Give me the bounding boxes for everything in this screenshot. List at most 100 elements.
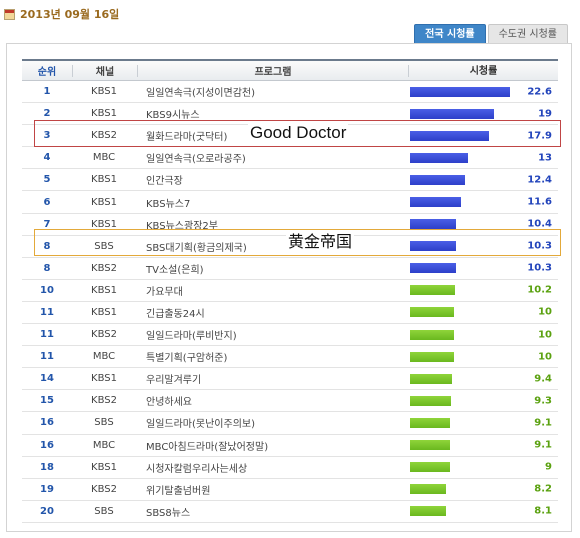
program-link[interactable]: 우리말겨루기	[146, 375, 202, 387]
rank-cell: 3	[43, 130, 51, 142]
golden-empire-annotation: 黄金帝国	[286, 231, 355, 253]
rating-value: 9.1	[534, 417, 552, 429]
rating-bar	[410, 219, 457, 230]
program-link[interactable]: SBS8뉴스	[146, 507, 191, 519]
rank-cell: 11	[40, 329, 54, 341]
program-link[interactable]: MBC아침드라마(잘났어정말)	[146, 441, 269, 453]
column-divider	[408, 64, 409, 77]
program-link[interactable]: 일일드라마(루비반지)	[146, 331, 237, 343]
table-row: 4 MBC 일일연속극(오로라공주) 13	[22, 147, 558, 170]
program-link[interactable]: 가요무대	[146, 286, 183, 298]
good-doctor-annotation: Good Doctor	[248, 122, 349, 144]
rating-value: 10	[538, 329, 552, 341]
rating-value: 10.3	[527, 262, 552, 274]
rating-value: 13	[538, 152, 552, 164]
program-link[interactable]: KBS뉴스광장2부	[146, 220, 218, 232]
rating-value: 9.3	[534, 395, 552, 407]
rating-cell: 10.4	[406, 214, 558, 235]
rating-cell: 22.6	[406, 81, 558, 102]
rating-value: 10.3	[527, 240, 552, 252]
program-link[interactable]: 특별기획(구암허준)	[146, 353, 228, 365]
tab-national-rating[interactable]: 전국 시청률	[414, 24, 486, 44]
channel-cell: KBS1	[91, 196, 117, 208]
table-row: 5 KBS1 인간극장 12.4	[22, 169, 558, 192]
program-link[interactable]: SBS대기획(황금의제국)	[146, 242, 247, 254]
table-row: 18 KBS1 시청자칼럼우리사는세상 9	[22, 457, 558, 479]
rank-cell: 20	[40, 505, 54, 517]
rank-cell: 5	[43, 174, 51, 186]
rating-bar	[410, 395, 452, 406]
table-row: 11 KBS2 일일드라마(루비반지) 10	[22, 324, 558, 347]
table-row: 10 KBS1 가요무대 10.2	[22, 280, 558, 302]
table-row: 15 KBS2 안녕하세요 9.3	[22, 390, 558, 413]
rank-cell: 16	[40, 439, 54, 451]
rating-value: 10.2	[527, 284, 552, 296]
table-row: 20 SBS SBS8뉴스 8.1	[22, 501, 558, 523]
program-link[interactable]: TV소설(은희)	[146, 264, 204, 276]
rank-cell: 16	[40, 417, 54, 429]
rank-cell: 1	[43, 86, 51, 98]
rating-cell: 10	[406, 302, 558, 323]
channel-cell: KBS1	[91, 373, 117, 385]
rating-cell: 8.2	[406, 479, 558, 500]
tab-capital-area-rating[interactable]: 수도권 시청률	[487, 24, 568, 44]
rank-cell: 8	[43, 262, 51, 274]
channel-cell: KBS2	[91, 395, 117, 407]
program-link[interactable]: KBS뉴스7	[146, 198, 191, 210]
channel-cell: MBC	[92, 439, 116, 451]
rating-cell: 9.1	[406, 412, 558, 433]
column-divider	[72, 64, 73, 77]
program-link[interactable]: 일일연속극(오로라공주)	[146, 154, 246, 166]
rating-value: 10	[538, 306, 552, 318]
program-link[interactable]: 일일드라마(못난이주의보)	[146, 419, 256, 431]
channel-cell: KBS1	[91, 108, 117, 120]
program-link[interactable]: 안녕하세요	[146, 397, 192, 409]
program-link[interactable]: 일일연속극(지성이면감천)	[146, 88, 256, 100]
date-header: 2013년 09월 16일	[4, 6, 119, 22]
table-row: 8 SBS SBS대기획(황금의제국) 10.3	[22, 236, 558, 258]
channel-cell: KBS1	[91, 174, 117, 186]
channel-cell: KBS2	[91, 483, 117, 495]
table-row: 11 MBC 특별기획(구암허준) 10	[22, 346, 558, 369]
rating-value: 10	[538, 351, 552, 363]
table-row: 16 MBC MBC아침드라마(잘났어정말) 9.1	[22, 435, 558, 457]
rating-cell: 9.3	[406, 390, 558, 411]
table-row: 19 KBS2 위기탈출넘버원 8.2	[22, 479, 558, 501]
rating-bar	[410, 263, 456, 274]
table-row: 11 KBS1 긴급출동24시 10	[22, 302, 558, 325]
rating-value: 12.4	[527, 174, 552, 186]
rating-value: 19	[538, 108, 552, 120]
rating-bar	[410, 86, 510, 97]
program-link[interactable]: 위기탈출넘버원	[146, 485, 211, 497]
rating-cell: 13	[406, 147, 558, 168]
table-row: 1 KBS1 일일연속극(지성이면감천) 22.6	[22, 81, 558, 104]
rating-bar	[410, 152, 468, 163]
rating-cell: 17.9	[406, 125, 558, 146]
program-link[interactable]: 인간극장	[146, 176, 183, 188]
program-link[interactable]: 시청자칼럼우리사는세상	[146, 463, 248, 475]
program-link[interactable]: 월화드라마(굿닥터)	[146, 132, 228, 144]
rank-cell: 7	[43, 218, 51, 230]
rank-cell: 14	[40, 373, 54, 385]
rating-cell: 10	[406, 346, 558, 367]
rating-bar	[410, 351, 455, 362]
rank-cell: 10	[40, 284, 54, 296]
rating-bar	[410, 108, 495, 119]
rating-cell: 10.3	[406, 258, 558, 279]
rating-cell: 10	[406, 324, 558, 345]
program-link[interactable]: 긴급출동24시	[146, 308, 205, 320]
channel-cell: KBS1	[91, 218, 117, 230]
calendar-icon	[4, 8, 15, 20]
column-header-program: 프로그램	[254, 67, 292, 78]
rating-value: 9.4	[534, 373, 552, 385]
rank-cell: 18	[40, 461, 54, 473]
rating-bar	[410, 506, 446, 517]
rank-cell: 4	[43, 152, 51, 164]
table-header: 순위 채널 프로그램 시청률	[22, 59, 558, 81]
column-header-rating: 시청률	[469, 66, 498, 77]
rating-cell: 10.3	[406, 236, 558, 257]
rating-value: 8.2	[534, 483, 552, 495]
program-link[interactable]: KBS9시뉴스	[146, 110, 200, 122]
channel-cell: SBS	[94, 240, 114, 252]
rating-bar	[410, 307, 455, 318]
